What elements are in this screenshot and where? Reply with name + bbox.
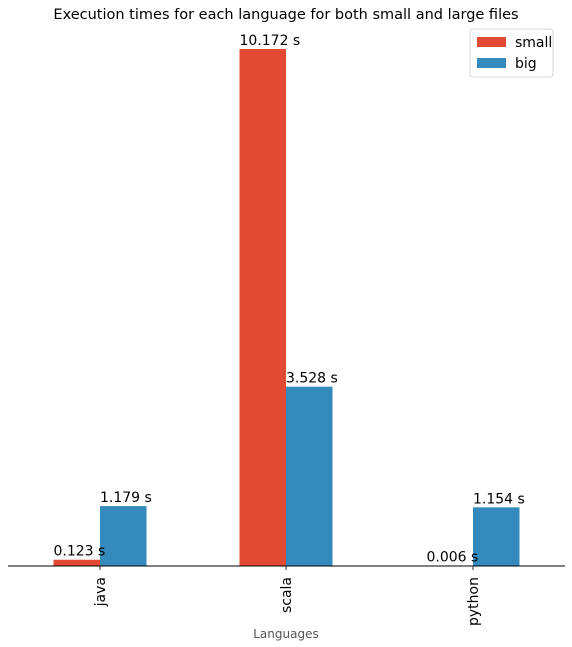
bar-value-label: 1.179 s (100, 490, 152, 506)
bar-value-label: 10.172 s (240, 33, 301, 49)
legend-label-small: small (515, 35, 552, 51)
x-tick-label: python (466, 577, 482, 626)
legend: small big (469, 28, 554, 78)
chart-title: Execution times for each language for bo… (53, 7, 518, 23)
bar-value-label: 1.154 s (473, 491, 525, 507)
bars-group (53, 49, 520, 566)
x-tick-label: java (93, 577, 109, 607)
x-tick-labels: java scala python (93, 566, 482, 626)
x-axis-label: Languages (253, 627, 318, 641)
bar-big-java (100, 506, 147, 566)
legend-label-big: big (515, 56, 537, 72)
bar-value-label: 0.006 s (427, 550, 479, 566)
legend-swatch-small (477, 37, 506, 47)
bar-value-label: 3.528 s (286, 371, 338, 387)
bar-big-python (473, 507, 520, 566)
bar-small-java (53, 559, 100, 566)
legend-swatch-big (477, 58, 506, 68)
bar-big-scala (286, 386, 333, 566)
x-tick-label: scala (279, 577, 295, 613)
bar-value-label: 0.123 s (54, 544, 106, 560)
bar-small-scala (239, 49, 286, 566)
bar-labels-group: 0.123 s 10.172 s 0.006 s 1.179 s 3.528 s 1.15… (54, 33, 525, 566)
